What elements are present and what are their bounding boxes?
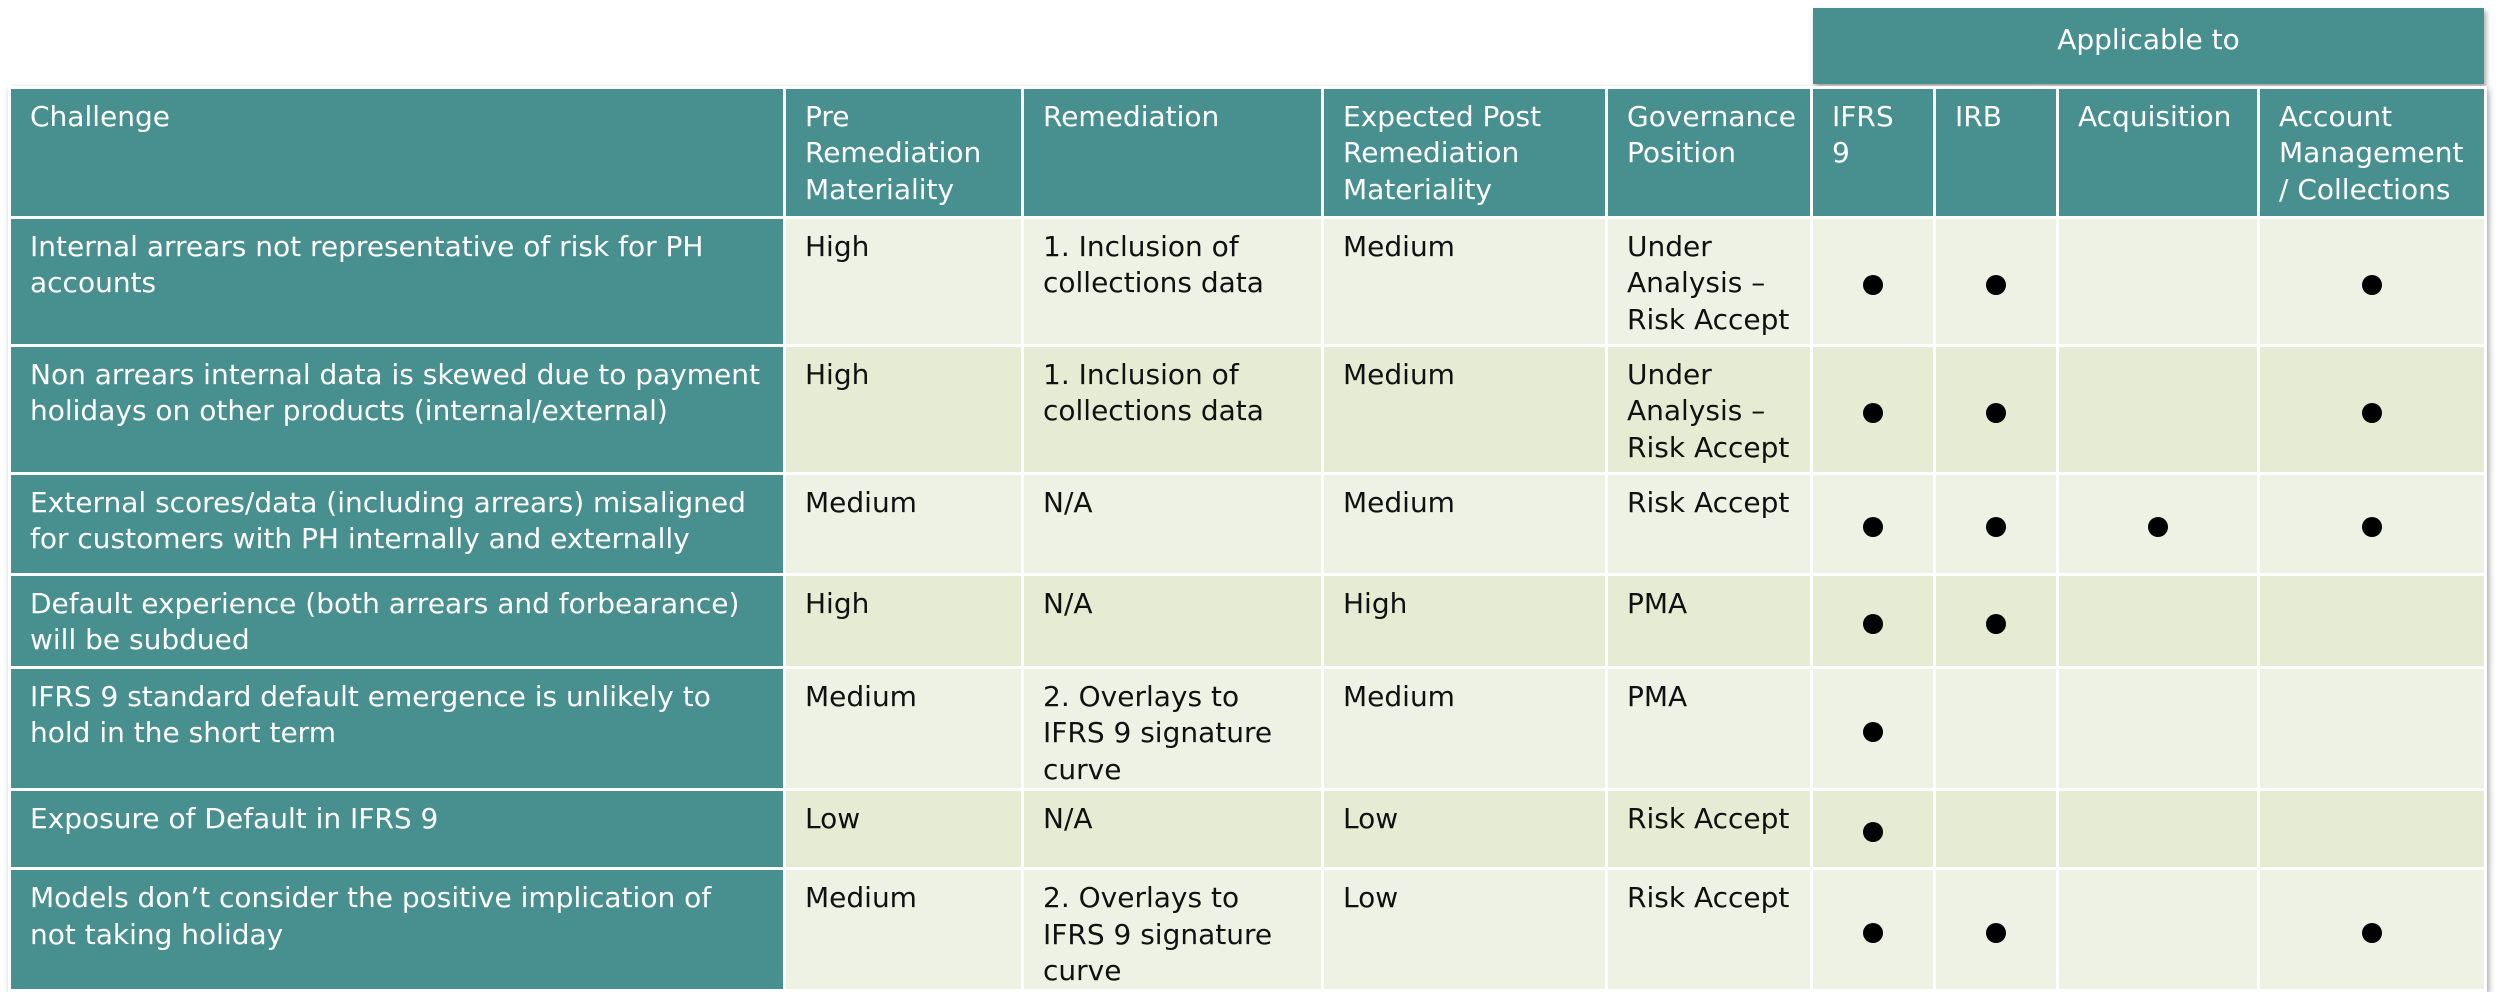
remediation-cell: N/A [1021,472,1324,576]
header-row: Challenge Pre Remediation Materiality Re… [8,86,2487,219]
post-remediation-cell: Medium [1321,344,1608,475]
account-management-cell [2257,788,2487,871]
table-row: IFRS 9 standard default emergence is unl… [8,665,2487,792]
table-row: Non arrears internal data is skewed due … [8,344,2487,475]
bullet-dot-icon [2148,517,2168,538]
account-management-cell [2257,344,2487,475]
challenge-cell: Models don’t consider the positive impli… [8,867,786,992]
bullet-dot-icon [2362,517,2382,538]
acquisition-cell [2056,665,2260,792]
remediation-cell: 2. Overlays to IFRS 9 signature curve [1021,867,1324,992]
table-row: Internal arrears not representative of r… [8,216,2487,347]
bullet-dot-icon [1863,517,1883,538]
post-remediation-cell: Low [1321,788,1608,871]
col-header-challenge: Challenge [8,86,786,219]
governance-cell: PMA [1605,573,1813,669]
irb-cell [1933,344,2059,475]
governance-cell: Risk Accept [1605,788,1813,871]
acquisition-cell [2056,573,2260,669]
acquisition-cell [2056,344,2260,475]
col-header-account-management: Account Management / Collections [2257,86,2487,219]
pre-remediation-cell: Low [783,788,1024,871]
remediation-cell: 1. Inclusion of collections data [1021,344,1324,475]
pre-remediation-cell: High [783,573,1024,669]
col-header-governance-position: Governance Position [1605,86,1813,219]
irb-cell [1933,216,2059,347]
irb-cell [1933,788,2059,871]
ifrs9-cell [1810,472,1936,576]
bullet-dot-icon [1863,614,1883,635]
irb-cell [1933,867,2059,992]
ifrs9-cell [1810,344,1936,475]
irb-cell [1933,472,2059,576]
applicable-to-header: Applicable to [1813,8,2484,84]
account-management-cell [2257,665,2487,792]
bullet-dot-icon [1863,923,1883,944]
acquisition-cell [2056,788,2260,871]
remediation-cell: 2. Overlays to IFRS 9 signature curve [1021,665,1324,792]
acquisition-cell [2056,472,2260,576]
post-remediation-cell: Medium [1321,216,1608,347]
acquisition-cell [2056,867,2260,992]
account-management-cell [2257,472,2487,576]
bullet-dot-icon [1986,614,2006,635]
ifrs9-cell [1810,788,1936,871]
table-row: Exposure of Default in IFRS 9 Low N/A Low Ri… [8,788,2487,871]
bullet-dot-icon [2362,923,2382,944]
remediation-cell: N/A [1021,573,1324,669]
col-header-irb: IRB [1933,86,2059,219]
pre-remediation-cell: High [783,344,1024,475]
acquisition-cell [2056,216,2260,347]
bullet-dot-icon [1863,721,1883,742]
pre-remediation-cell: Medium [783,867,1024,992]
account-management-cell [2257,867,2487,992]
challenge-cell: External scores/data (including arrears)… [8,472,786,576]
col-header-ifrs9: IFRS 9 [1810,86,1936,219]
governance-cell: Under Analysis – Risk Accept [1605,216,1813,347]
remediation-cell: 1. Inclusion of collections data [1021,216,1324,347]
bullet-dot-icon [1986,402,2006,423]
pre-remediation-cell: Medium [783,472,1024,576]
account-management-cell [2257,573,2487,669]
bullet-dot-icon [1863,822,1883,843]
challenge-cell: IFRS 9 standard default emergence is unl… [8,665,786,792]
post-remediation-cell: Medium [1321,665,1608,792]
bullet-dot-icon [1986,274,2006,295]
challenges-table: Challenge Pre Remediation Materiality Re… [8,86,2487,992]
table-row: External scores/data (including arrears)… [8,472,2487,576]
pre-remediation-cell: High [783,216,1024,347]
ifrs9-cell [1810,216,1936,347]
col-header-remediation: Remediation [1021,86,1324,219]
bullet-dot-icon [2362,402,2382,423]
post-remediation-cell: Low [1321,867,1608,992]
ifrs9-cell [1810,573,1936,669]
challenge-cell: Non arrears internal data is skewed due … [8,344,786,475]
account-management-cell [2257,216,2487,347]
post-remediation-cell: High [1321,573,1608,669]
table-row: Default experience (both arrears and for… [8,573,2487,669]
irb-cell [1933,573,2059,669]
bullet-dot-icon [1986,923,2006,944]
ifrs9-cell [1810,665,1936,792]
bullet-dot-icon [1863,274,1883,295]
bullet-dot-icon [1986,517,2006,538]
pre-remediation-cell: Medium [783,665,1024,792]
remediation-cell: N/A [1021,788,1324,871]
governance-cell: Under Analysis – Risk Accept [1605,344,1813,475]
governance-cell: Risk Accept [1605,867,1813,992]
post-remediation-cell: Medium [1321,472,1608,576]
bullet-dot-icon [2362,274,2382,295]
bullet-dot-icon [1863,402,1883,423]
challenge-cell: Internal arrears not representative of r… [8,216,786,347]
table-row: Models don’t consider the positive impli… [8,867,2487,992]
col-header-expected-post-remediation-materiality: Expected Post Remediation Materiality [1321,86,1608,219]
governance-cell: PMA [1605,665,1813,792]
challenge-cell: Exposure of Default in IFRS 9 [8,788,786,871]
governance-cell: Risk Accept [1605,472,1813,576]
col-header-pre-remediation-materiality: Pre Remediation Materiality [783,86,1024,219]
col-header-acquisition: Acquisition [2056,86,2260,219]
irb-cell [1933,665,2059,792]
ifrs9-cell [1810,867,1936,992]
challenge-cell: Default experience (both arrears and for… [8,573,786,669]
